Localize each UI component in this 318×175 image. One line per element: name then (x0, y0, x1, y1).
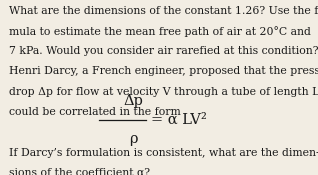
Text: What are the dimensions of the constant 1.26? Use the for-: What are the dimensions of the constant … (9, 6, 318, 16)
Text: mula to estimate the mean free path of air at 20°C and: mula to estimate the mean free path of a… (9, 26, 310, 37)
Text: Δp: Δp (124, 94, 143, 108)
Text: ρ: ρ (129, 132, 138, 146)
Text: = α LV²: = α LV² (151, 113, 207, 127)
Text: could be correlated in the form: could be correlated in the form (9, 107, 180, 117)
Text: 7 kPa. Would you consider air rarefied at this condition?: 7 kPa. Would you consider air rarefied a… (9, 46, 318, 56)
Text: If Darcy’s formulation is consistent, what are the dimen-: If Darcy’s formulation is consistent, wh… (9, 148, 318, 158)
Text: drop Δp for flow at velocity V through a tube of length L: drop Δp for flow at velocity V through a… (9, 87, 318, 97)
Text: sions of the coefficient α?: sions of the coefficient α? (9, 168, 149, 175)
Text: Henri Darcy, a French engineer, proposed that the pressure: Henri Darcy, a French engineer, proposed… (9, 66, 318, 76)
